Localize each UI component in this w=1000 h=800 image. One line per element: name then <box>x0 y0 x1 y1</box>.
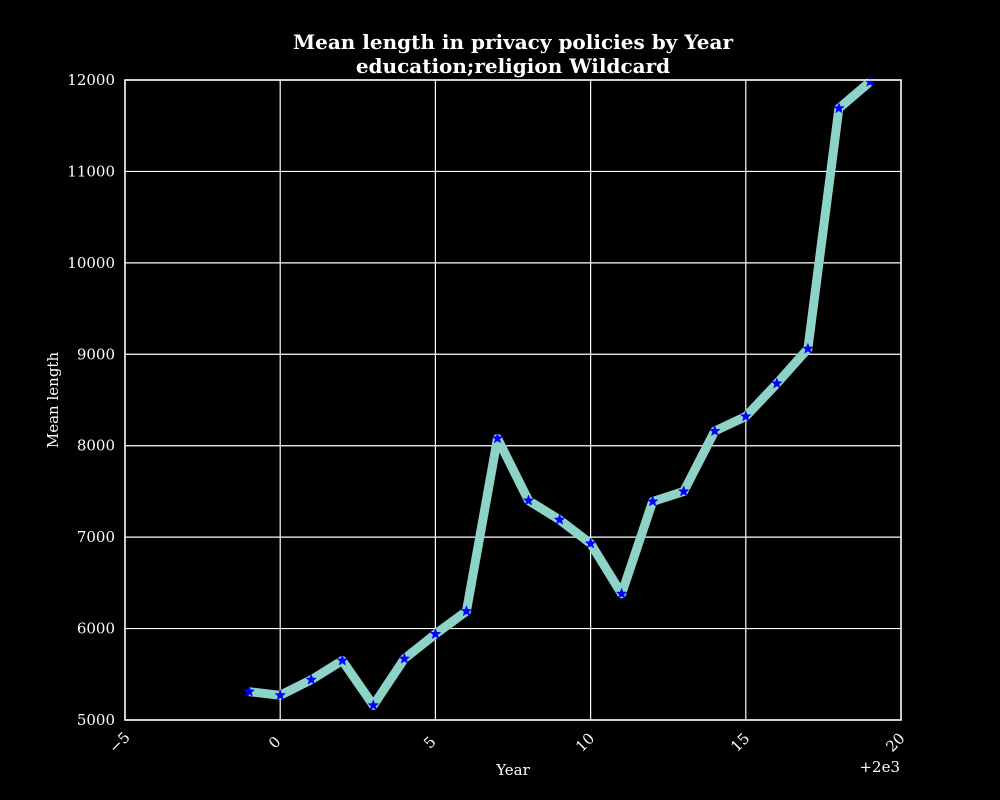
y-tick-label: 6000 <box>77 620 115 638</box>
data-point <box>274 689 287 701</box>
plot-frame <box>124 79 902 721</box>
data-point <box>677 485 690 497</box>
data-point <box>739 410 752 422</box>
x-axis-label: Year <box>495 761 530 779</box>
y-tick-label: 8000 <box>77 437 115 455</box>
data-point <box>305 673 318 685</box>
data-point <box>336 654 349 666</box>
data-point <box>584 537 597 549</box>
data-point <box>553 513 566 525</box>
data-point <box>770 377 783 389</box>
data-point <box>429 627 442 640</box>
y-tick-label: 10000 <box>67 254 115 272</box>
y-tick-label: 5000 <box>77 711 115 729</box>
x-axis-offset-label: +2e3 <box>859 758 900 776</box>
data-point <box>398 652 411 664</box>
data-point <box>708 424 721 437</box>
data-point <box>367 699 380 711</box>
chart-title: Mean length in privacy policies by Year <box>293 30 734 54</box>
y-tick-label: 7000 <box>77 528 115 546</box>
data-point <box>522 494 535 506</box>
y-tick-label: 11000 <box>67 162 115 180</box>
data-point <box>243 685 256 697</box>
data-point <box>801 342 814 354</box>
marker-layer <box>243 75 876 711</box>
y-axis-label: Mean length <box>44 352 62 449</box>
data-point <box>615 587 628 599</box>
y-tick-labels: 5000 6000 7000 8000 9000 10000 11000 12000 <box>67 71 115 729</box>
data-point <box>460 604 473 617</box>
y-tick-label: 12000 <box>67 71 115 89</box>
chart-subtitle: education;religion Wildcard <box>356 54 670 78</box>
data-point <box>491 432 504 444</box>
data-point <box>646 495 659 507</box>
y-tick-label: 9000 <box>77 345 115 363</box>
data-point <box>833 102 845 114</box>
